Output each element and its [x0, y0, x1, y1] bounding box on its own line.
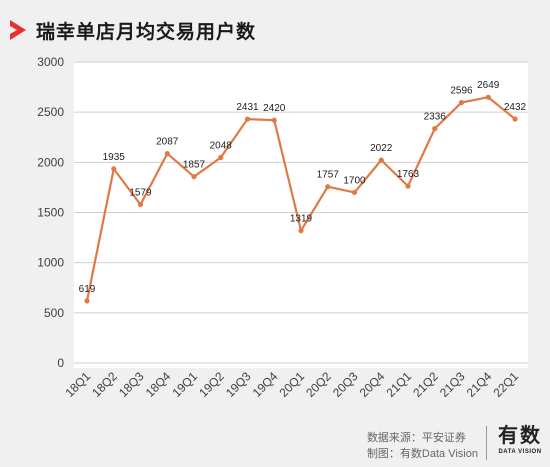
chart-title: 瑞幸单店月均交易用户数: [36, 21, 257, 43]
data-point: [164, 151, 170, 157]
x-tick-label: 19Q4: [250, 369, 281, 400]
x-tick-label: 21Q1: [383, 369, 414, 400]
data-label: 1935: [103, 152, 126, 163]
y-tick-label: 0: [57, 356, 64, 370]
x-tick-label: 21Q4: [464, 369, 495, 400]
source-text: 数据来源：平安证券: [366, 432, 466, 444]
data-label: 2336: [424, 112, 447, 123]
data-label: 2022: [370, 143, 393, 154]
x-tick-label: 18Q2: [89, 369, 120, 400]
data-label: 2420: [263, 103, 286, 114]
data-point: [191, 174, 197, 180]
data-label: 619: [79, 284, 96, 295]
x-axis: 18Q118Q218Q318Q419Q119Q219Q319Q420Q120Q2…: [62, 369, 521, 400]
data-point: [325, 184, 331, 190]
y-tick-label: 1500: [37, 206, 64, 220]
y-tick-label: 2000: [37, 155, 64, 169]
logo-sub-text: DATA VISION: [498, 449, 542, 455]
credit-text: 制图：有数Data Vision: [366, 448, 478, 460]
data-label: 1857: [183, 160, 206, 171]
data-point: [137, 201, 144, 208]
source-note: 数据来源：平安证券 制图：有数Data Vision: [367, 430, 478, 462]
data-point: [405, 183, 411, 189]
x-tick-label: 21Q3: [437, 369, 468, 400]
data-point: [84, 298, 90, 304]
data-point: [111, 166, 117, 172]
data-point: [244, 116, 251, 122]
data-label: 2649: [477, 80, 500, 91]
data-point: [485, 94, 491, 100]
x-tick-label: 18Q4: [143, 369, 174, 400]
data-label: 1763: [397, 169, 420, 180]
data-point: [218, 154, 224, 161]
grid-lines: [74, 61, 528, 364]
x-tick-label: 20Q1: [276, 369, 307, 400]
y-tick-label: 1000: [37, 256, 64, 270]
data-label: 1757: [317, 170, 340, 181]
data-label: 1319: [290, 214, 313, 225]
x-tick-label: 19Q2: [196, 369, 227, 400]
data-point: [458, 99, 465, 106]
logo-divider: [486, 426, 487, 460]
data-label: 2087: [156, 137, 179, 148]
data-point: [432, 126, 438, 132]
y-tick-label: 3000: [37, 55, 64, 69]
data-point: [512, 116, 518, 122]
data-label: 2432: [504, 102, 527, 113]
x-tick-label: 19Q1: [169, 369, 200, 400]
x-tick-label: 20Q3: [330, 369, 361, 400]
data-label: 2596: [450, 86, 473, 97]
series: [84, 94, 518, 304]
x-tick-label: 18Q3: [116, 369, 147, 400]
x-tick-label: 20Q4: [357, 369, 388, 400]
y-tick-label: 500: [44, 306, 64, 320]
x-tick-label: 20Q2: [303, 369, 334, 400]
data-label: 2431: [236, 102, 259, 113]
logo-main-text: 有数: [498, 425, 542, 447]
y-tick-label: 2500: [37, 105, 64, 119]
x-tick-label: 21Q2: [410, 369, 441, 400]
data-label: 1700: [343, 175, 366, 186]
y-axis: 0 500 1000 1500 2000 2500 3000: [37, 55, 64, 370]
data-label: 1579: [129, 188, 152, 199]
x-tick-label: 18Q1: [62, 369, 93, 400]
title-bar: 瑞幸单店月均交易用户数: [10, 10, 256, 50]
x-tick-label: 19Q3: [223, 369, 254, 400]
data-point: [271, 117, 277, 123]
data-label: 2048: [210, 141, 233, 152]
data-point: [298, 228, 304, 234]
data-point: [351, 189, 358, 196]
brand-logo: 有数 DATA VISION: [492, 424, 548, 456]
x-tick-label: 22Q1: [490, 369, 521, 400]
data-point: [378, 157, 384, 163]
